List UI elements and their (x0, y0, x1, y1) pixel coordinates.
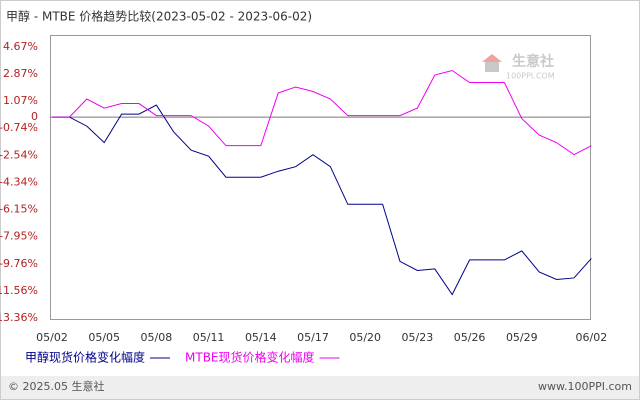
footer-bar (1, 376, 639, 399)
watermark-name: 生意社 (512, 53, 554, 70)
watermark-icon (482, 54, 502, 62)
watermark: 生意社 100PPI.COM (482, 53, 555, 81)
chart-title: 甲醇 - MTBE 价格趋势比较(2023-05-02 - 2023-06-02… (6, 9, 312, 24)
y-tick-label: -9.76% (0, 257, 38, 270)
watermark-url: 100PPI.COM (506, 72, 555, 81)
y-tick-label: -2.54% (0, 148, 38, 161)
x-tick-label: 05/20 (349, 331, 381, 344)
x-tick-label: 05/23 (402, 331, 434, 344)
legend-label: MTBE现货价格变化幅度 (185, 350, 315, 365)
x-tick-label: 05/26 (454, 331, 486, 344)
x-tick-label: 05/17 (297, 331, 329, 344)
x-tick-label: 05/29 (506, 331, 538, 344)
y-tick-label: -4.34% (0, 175, 38, 188)
x-tick-label: 06/02 (576, 331, 608, 344)
watermark-icon (485, 62, 499, 72)
footer-right: www.100PPI.com (538, 380, 632, 393)
y-tick-label: -7.95% (0, 230, 38, 243)
y-tick-label: 2.87% (3, 67, 38, 80)
plot-frame (50, 35, 591, 320)
footer-left: © 2025.05 生意社 (8, 379, 104, 393)
x-tick-label: 05/14 (245, 331, 277, 344)
x-tick-label: 05/08 (141, 331, 173, 344)
x-tick-label: 05/02 (36, 331, 68, 344)
y-tick-label: -13.36% (0, 311, 38, 324)
y-tick-label: -11.56% (0, 284, 38, 297)
y-tick-label: -6.15% (0, 203, 38, 216)
series-line (52, 69, 592, 156)
x-tick-label: 05/11 (193, 331, 225, 344)
series-line (52, 104, 592, 296)
y-tick-label: 4.67% (3, 40, 38, 53)
y-tick-label: 1.07% (3, 94, 38, 107)
legend-label: 甲醇现货价格变化幅度 (25, 350, 145, 365)
y-tick-label: -0.74% (0, 121, 38, 134)
x-tick-label: 05/05 (88, 331, 120, 344)
y-tick-label: 0 (31, 110, 38, 123)
